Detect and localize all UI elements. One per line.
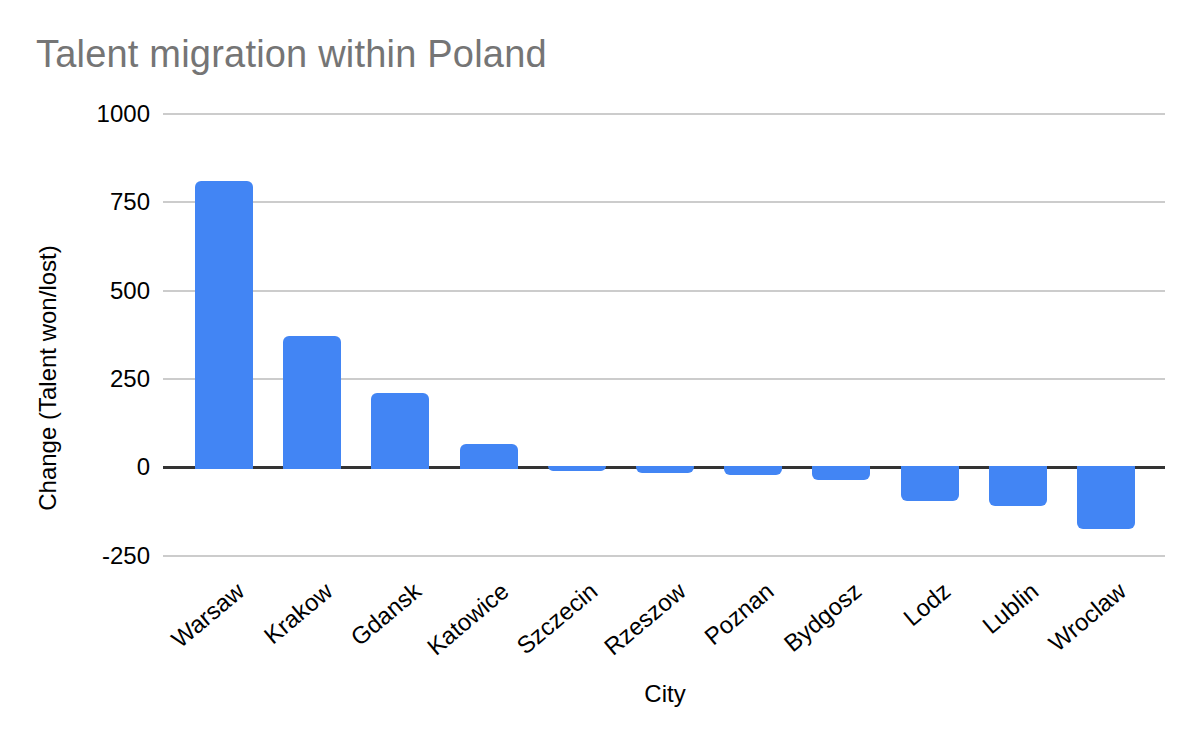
x-tick-label-bydgosz: Bydgosz [779,577,868,658]
gridline--250 [163,555,1165,557]
gridline-1000 [163,113,1165,115]
x-tick-label-wroclaw: Wroclaw [1044,577,1132,657]
bar-lodz [901,466,959,501]
y-tick-label-500: 500 [0,277,150,305]
x-axis-title: City [164,680,1166,708]
x-tick-label-katowice: Katowice [422,577,515,661]
bar-krakow [283,336,341,469]
bar-katowice [460,444,518,469]
y-axis-title: Change (Talent won/lost) [33,178,63,578]
y-tick-label-250: 250 [0,365,150,393]
bar-szczecin [548,466,606,471]
bar-wroclaw [1077,466,1135,529]
chart-title: Talent migration within Poland [36,33,547,76]
gridline-750 [163,201,1165,203]
x-tick-label-gdansk: Gdansk [345,577,426,652]
y-tick-label--250: -250 [0,542,150,570]
bar-warsaw [195,181,253,469]
x-tick-label-szczecin: Szczecin [511,577,603,660]
x-tick-label-poznan: Poznan [699,577,779,651]
bar-lublin [989,466,1047,506]
y-tick-label-750: 750 [0,188,150,216]
gridline-500 [163,290,1165,292]
chart: Talent migration within Poland 1000 750 50… [0,0,1202,744]
x-tick-label-lodz: Lodz [898,577,956,632]
bar-gdansk [371,393,429,469]
x-tick-label-lublin: Lublin [977,577,1044,640]
bar-poznan [724,466,782,475]
x-tick-label-warsaw: Warsaw [166,577,250,654]
y-tick-label-0: 0 [0,453,150,481]
bar-bydgosz [812,466,870,480]
x-tick-label-rzeszow: Rzeszow [598,577,691,661]
x-tick-label-krakow: Krakow [259,577,338,650]
y-tick-label-1000: 1000 [0,100,150,128]
bar-rzeszow [636,466,694,473]
